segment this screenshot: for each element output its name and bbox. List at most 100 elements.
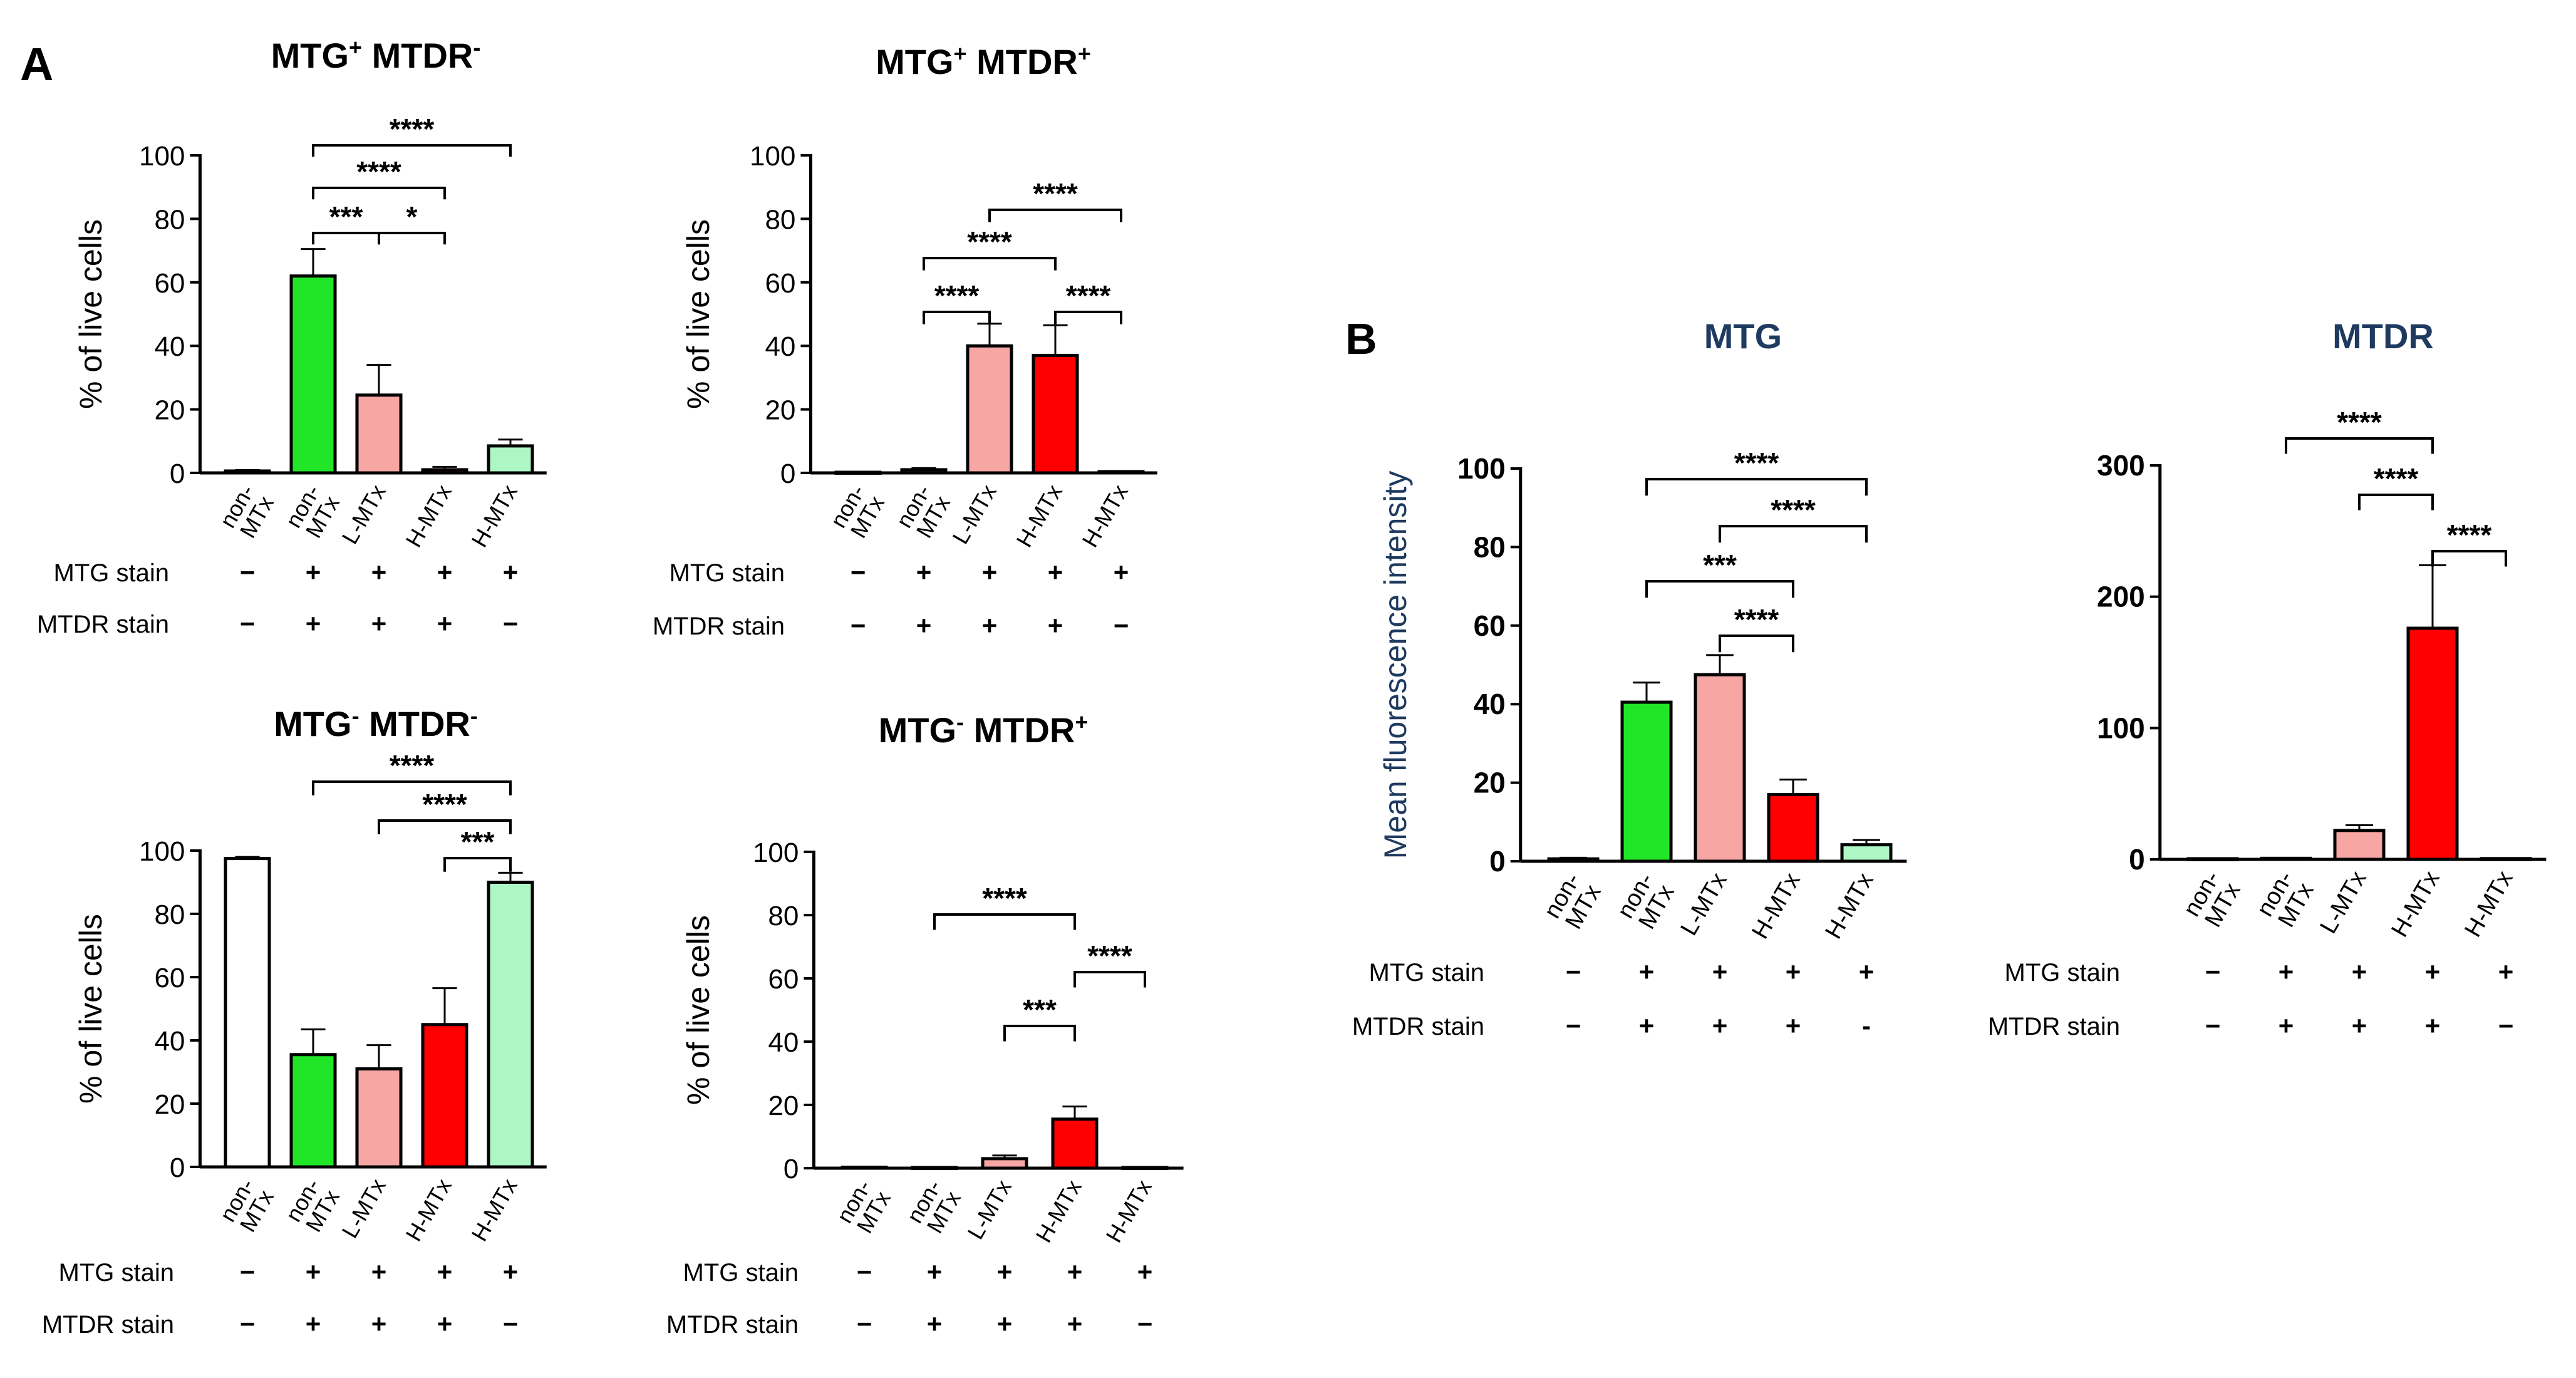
category-label: L-MTx [962, 1176, 1016, 1244]
y-tick-label: 100 [750, 141, 795, 172]
stain-sign: + [1639, 957, 1655, 987]
mtdr-stain-label: MTDR stain [37, 611, 169, 638]
y-tick-label: 0 [780, 458, 795, 489]
stain-sign: + [1712, 957, 1728, 987]
chart-title: MTG+ MTDR- [271, 34, 481, 76]
y-tick-label: 20 [1474, 767, 1506, 799]
bar-4 [2406, 626, 2459, 861]
mtdr-stain-label: MTDR stain [42, 1311, 174, 1339]
mtg-stain-label: MTG stain [670, 559, 785, 587]
significance-label: **** [1734, 603, 1779, 636]
stain-sign: − [1566, 1011, 1581, 1040]
y-axis-label: % of live cells [681, 219, 716, 409]
stain-sign: + [437, 1257, 453, 1287]
category-label-line: L-MTx [336, 480, 391, 549]
mtg-stain-label: MTG stain [59, 1259, 174, 1287]
significance-label: **** [982, 882, 1027, 914]
significance-label: **** [356, 155, 401, 188]
category-label-line: H-MTx [400, 480, 456, 552]
significance-label: *** [1023, 993, 1057, 1026]
y-tick-label: 40 [765, 331, 795, 362]
y-axis-label: % of live cells [681, 915, 716, 1105]
y-tick-label: 200 [2097, 581, 2145, 613]
bar-3 [981, 1157, 1028, 1170]
stain-sign: + [2279, 957, 2294, 987]
category-label: H-MTx [2386, 867, 2444, 942]
bar-4 [1032, 353, 1079, 475]
significance-label: **** [1066, 279, 1111, 312]
significance-bracket [312, 187, 446, 200]
category-label-line: H-MTx [1820, 869, 1878, 944]
stain-sign: + [2498, 957, 2514, 987]
chart-title-part: MTG [876, 42, 953, 81]
y-tick-label: 100 [753, 837, 799, 868]
y-tick-label: 0 [784, 1154, 799, 1184]
stain-sign: − [857, 1257, 872, 1287]
stain-sign: + [371, 1257, 387, 1287]
significance-label: **** [1771, 494, 1816, 526]
category-label: L-MTx [336, 1174, 391, 1243]
category-label-line: L-MTx [1676, 869, 1732, 940]
category-label: non-MTx [1539, 869, 1606, 935]
stain-sign: − [2205, 957, 2221, 987]
category-label-line: H-MTx [1100, 1176, 1156, 1247]
category-label: L-MTx [336, 480, 391, 549]
stain-sign: − [2205, 1011, 2221, 1040]
mtdr-stain-label: MTDR stain [666, 1311, 799, 1339]
bar-2 [1620, 700, 1673, 863]
bar-2 [289, 1053, 337, 1169]
chart-title: MTG+ MTDR+ [876, 41, 1091, 82]
stain-sign: + [2425, 957, 2441, 987]
chart-title-part: MTG [879, 710, 956, 750]
y-tick-label: 80 [1474, 531, 1506, 563]
bar-3 [355, 1067, 403, 1169]
stain-sign: − [240, 609, 256, 638]
chart-title-part: + [954, 41, 967, 66]
bar-5 [487, 444, 534, 475]
chart-title-part: MTG [1704, 316, 1782, 356]
category-label: non-MTx [891, 480, 955, 544]
significance-bracket [1073, 971, 1146, 988]
category-label-line: H-MTx [400, 1174, 456, 1246]
category-label: H-MTx [2460, 867, 2518, 942]
y-tick-label: 100 [139, 141, 185, 172]
stain-sign: + [437, 557, 453, 587]
stain-sign: + [306, 1257, 321, 1287]
bar-3 [966, 344, 1013, 475]
y-tick-label: 0 [170, 458, 185, 489]
category-label: non-MTx [214, 480, 279, 544]
category-label-line: H-MTx [466, 1174, 522, 1246]
y-tick-label: 0 [170, 1153, 185, 1183]
significance-label: **** [2374, 462, 2419, 495]
chart-title-part: - [956, 709, 964, 735]
y-tick-label: 20 [154, 395, 185, 426]
mtdr-stain-label: MTDR stain [653, 613, 785, 640]
y-tick-label: 80 [154, 899, 185, 930]
chart-title-part: - [352, 703, 360, 728]
significance-label: *** [1703, 549, 1737, 581]
y-tick-label: 60 [1474, 609, 1506, 642]
chart-title-part: MTG [271, 36, 349, 75]
category-label-line: H-MTx [1747, 869, 1805, 944]
mtdr-stain-label: MTDR stain [1988, 1013, 2120, 1040]
mtg-stain-label: MTG stain [2005, 959, 2120, 987]
category-label-line: L-MTx [2315, 867, 2372, 938]
stain-sign: + [503, 557, 519, 587]
significance-bracket [2358, 494, 2434, 510]
stain-sign: + [927, 1309, 943, 1339]
stain-sign: − [240, 1257, 256, 1287]
category-label-line: H-MTx [1077, 480, 1132, 552]
bar-2 [289, 274, 337, 475]
chart-title-part: MTDR [360, 704, 470, 743]
category-label: H-MTx [466, 480, 522, 552]
stain-sign: + [306, 609, 321, 638]
stain-sign: + [927, 1257, 943, 1287]
y-tick-label: 100 [139, 836, 185, 867]
category-label-line: H-MTx [2460, 867, 2518, 942]
category-label: non-MTx [831, 1176, 896, 1239]
mtg-stain-label: MTG stain [1369, 959, 1484, 987]
